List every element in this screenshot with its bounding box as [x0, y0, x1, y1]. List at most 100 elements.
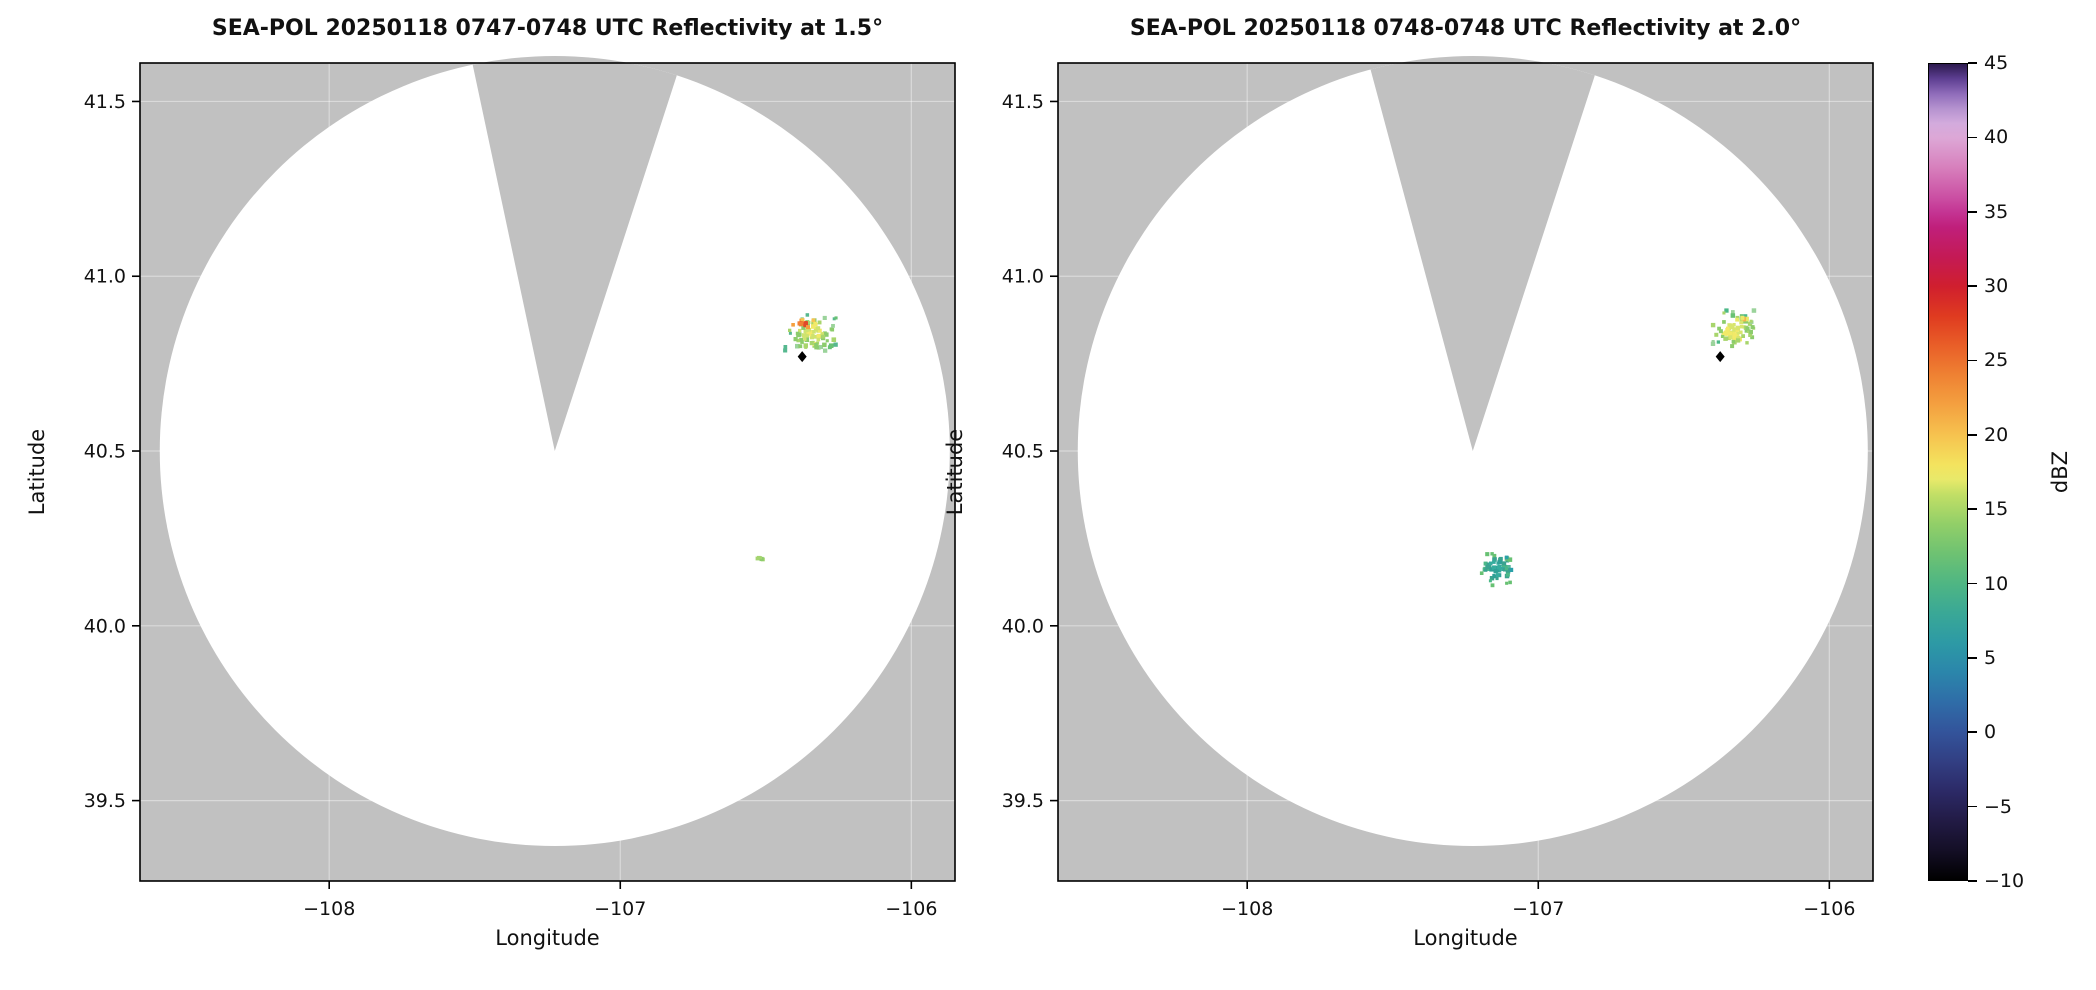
site-marker-diamond: [797, 351, 807, 363]
echo-gate: [1491, 565, 1497, 570]
echo-gate: [817, 320, 822, 325]
echo-gate: [1504, 555, 1509, 560]
echo-gate: [1711, 340, 1715, 344]
echo-gate: [831, 337, 837, 342]
echo-gate: [816, 333, 821, 338]
y-tick-label: 40.0: [84, 615, 126, 637]
echo-gate: [1732, 334, 1736, 339]
echo-gate: [798, 328, 802, 333]
colorbar-tick: [1968, 508, 1977, 510]
colorbar-tick: [1968, 582, 1977, 585]
colorbar-tick: [1968, 805, 1977, 808]
colorbar-tick: [1968, 285, 1977, 287]
echo-gate: [1732, 331, 1736, 335]
colorbar-tick: [1968, 880, 1977, 882]
echo-gate: [1498, 557, 1502, 561]
plot-border: [139, 62, 956, 882]
echo-gate: [783, 348, 788, 353]
ppi-plot: −108 −107 −106 41.5 41.0 40.5 40.0 39.5: [1002, 56, 1874, 920]
echo-gate: [805, 333, 810, 339]
colorbar-unit-label: dBZ: [2048, 450, 2072, 494]
echo-gate: [1731, 339, 1736, 344]
echo-gate: [1492, 560, 1496, 564]
echo-gate: [801, 318, 805, 322]
echo-gate: [811, 334, 815, 338]
echo-gate: [1501, 561, 1507, 566]
echo-gate: [816, 329, 820, 333]
echo-gate: [833, 342, 838, 347]
echo-gate: [817, 328, 822, 333]
echo-gate: [822, 315, 827, 320]
echo-gate: [1495, 573, 1500, 577]
colorbar-tick-label: 45: [1984, 52, 2009, 74]
echo-gate: [815, 326, 819, 330]
echo-gate: [1739, 325, 1744, 329]
echo-gate: [811, 324, 816, 329]
panel-title: SEA-POL 20250118 0747-0748 UTC Reflectiv…: [211, 16, 884, 41]
echo-gate: [783, 345, 788, 349]
x-tick-label: −108: [303, 898, 355, 920]
echo-gate: [1743, 314, 1748, 319]
y-tick-label: 41.5: [84, 91, 126, 113]
echo-gate: [811, 318, 816, 323]
echo-gate: [1744, 329, 1749, 333]
echo-gate: [1489, 561, 1493, 565]
echo-gate: [1730, 344, 1735, 349]
echo-gate: [1504, 567, 1508, 571]
echo-gate: [1749, 330, 1753, 334]
colorbar-tick-label: 5: [1984, 646, 1997, 669]
echo-gate: [1722, 311, 1726, 315]
echo-gate: [1502, 568, 1507, 572]
echo-gate: [1731, 310, 1735, 314]
echo-gate: [797, 332, 802, 337]
echo-gate: [759, 556, 763, 560]
echo-gate: [821, 334, 826, 339]
echo-gate: [1729, 324, 1735, 330]
radar-coverage-area: [1077, 56, 1868, 847]
x-axis-label: Longitude: [1413, 926, 1518, 950]
echo-gate: [1723, 332, 1728, 336]
echo-gate: [1720, 334, 1725, 338]
echo-gate: [1735, 331, 1740, 336]
echo-gate: [1727, 331, 1733, 336]
echo-gate: [1723, 336, 1728, 341]
echo-gate: [788, 331, 792, 335]
echo-gate: [795, 331, 800, 336]
echo-gate: [1730, 313, 1736, 318]
echo-gate: [799, 321, 804, 326]
x-tick-label: −107: [594, 898, 646, 920]
echo-gate: [795, 343, 800, 349]
echo-gate: [1740, 315, 1745, 320]
echo-gate: [814, 322, 818, 327]
echo-gate: [1739, 320, 1744, 325]
echo-gate: [1497, 564, 1502, 569]
echo-gate: [1485, 552, 1490, 557]
echo-gate: [807, 320, 811, 324]
echo-gate: [1736, 338, 1741, 343]
reflectivity-panel-1: SEA-POL 20250118 0747-0748 UTC Reflectiv…: [25, 0, 956, 990]
echo-gate: [818, 345, 823, 350]
echo-gate: [1493, 557, 1497, 561]
colorbar-tick: [1968, 434, 1977, 436]
echo-gate: [1485, 565, 1490, 570]
echo-gate: [822, 342, 827, 348]
colorbar-tick: [1968, 359, 1977, 362]
echo-gate: [1749, 319, 1753, 323]
echo-gate: [1490, 552, 1494, 556]
echo-gate: [1505, 581, 1509, 585]
echo-gate: [823, 348, 828, 353]
echo-gate: [801, 333, 807, 338]
echo-gate: [813, 334, 818, 339]
x-axis-label: Longitude: [495, 926, 600, 950]
panel-title: SEA-POL 20250118 0748-0748 UTC Reflectiv…: [1129, 16, 1802, 41]
echo-gate: [814, 342, 818, 347]
echo-gate: [808, 331, 813, 336]
echo-gate: [1748, 333, 1753, 337]
echo-gate: [820, 332, 824, 336]
echo-gate: [1479, 571, 1484, 575]
echo-gate: [1488, 564, 1492, 568]
echo-gate: [1507, 557, 1513, 562]
reflectivity-panel-2: SEA-POL 20250118 0748-0748 UTC Reflectiv…: [943, 0, 1874, 990]
y-tick-label: 39.5: [1002, 790, 1044, 812]
echo-gate: [1716, 340, 1720, 344]
